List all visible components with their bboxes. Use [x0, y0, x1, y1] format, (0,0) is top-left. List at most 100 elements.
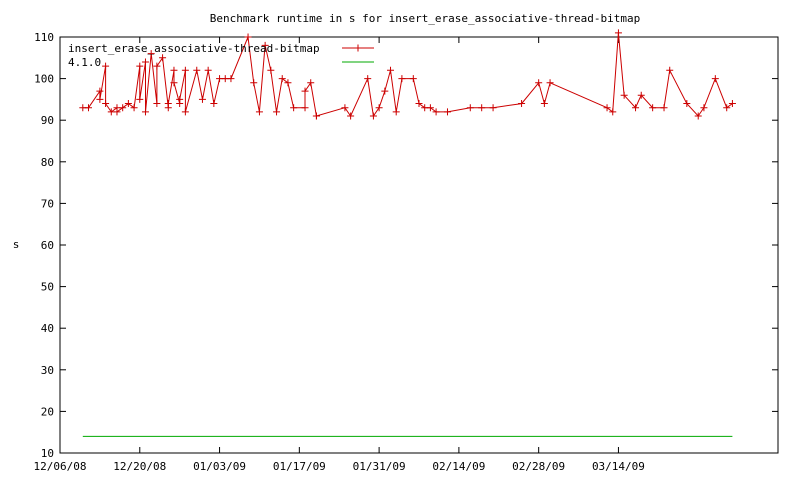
- x-tick-label: 01/31/09: [353, 460, 406, 473]
- data-point: [301, 87, 309, 95]
- data-point: [102, 100, 110, 108]
- x-tick-label: 01/03/09: [193, 460, 246, 473]
- data-point: [432, 108, 440, 116]
- data-point: [723, 104, 731, 112]
- x-tick-label: 01/17/09: [273, 460, 326, 473]
- data-point: [301, 104, 309, 112]
- data-point: [124, 100, 132, 108]
- data-point: [153, 62, 161, 70]
- data-point: [312, 112, 320, 120]
- chart-title: Benchmark runtime in s for insert_erase_…: [210, 12, 640, 25]
- y-tick-label: 70: [41, 197, 54, 210]
- x-tick-label: 02/14/09: [432, 460, 485, 473]
- x-tick-label: 12/06/08: [34, 460, 87, 473]
- data-point: [198, 95, 206, 103]
- data-point: [700, 104, 708, 112]
- data-point: [102, 62, 110, 70]
- data-point: [518, 100, 526, 108]
- data-point: [204, 66, 212, 74]
- data-point: [632, 104, 640, 112]
- y-tick-label: 20: [41, 405, 54, 418]
- data-point: [398, 75, 406, 83]
- data-point: [683, 100, 691, 108]
- data-point: [614, 29, 622, 37]
- data-point: [415, 100, 423, 108]
- data-point: [84, 104, 92, 112]
- data-point: [620, 91, 628, 99]
- data-point: [660, 104, 668, 112]
- series-layer: [79, 29, 736, 437]
- data-point: [96, 95, 104, 103]
- data-point: [603, 104, 611, 112]
- data-point: [387, 66, 395, 74]
- data-point: [193, 66, 201, 74]
- data-point: [273, 108, 281, 116]
- y-tick-label: 80: [41, 156, 54, 169]
- data-point: [637, 91, 645, 99]
- data-point: [181, 66, 189, 74]
- data-point: [141, 58, 149, 66]
- data-point: [244, 33, 252, 41]
- legend: insert_erase_associative-thread-bitmap4.…: [68, 42, 374, 69]
- y-tick-label: 40: [41, 322, 54, 335]
- data-point: [666, 66, 674, 74]
- data-point: [170, 66, 178, 74]
- data-point: [347, 112, 355, 120]
- data-point: [255, 108, 263, 116]
- data-point: [261, 41, 269, 49]
- data-point: [164, 100, 172, 108]
- data-point: [136, 95, 144, 103]
- data-point: [546, 79, 554, 87]
- legend-label: insert_erase_associative-thread-bitmap: [68, 42, 320, 55]
- data-point: [267, 66, 275, 74]
- data-point: [250, 79, 258, 87]
- y-tick-label: 100: [34, 73, 54, 86]
- y-tick-label: 90: [41, 114, 54, 127]
- data-point: [489, 104, 497, 112]
- x-tick-label: 03/14/09: [592, 460, 645, 473]
- data-point: [364, 75, 372, 83]
- data-point: [278, 75, 286, 83]
- data-point: [375, 104, 383, 112]
- data-point: [96, 87, 104, 95]
- data-point: [130, 104, 138, 112]
- data-point: [609, 108, 617, 116]
- y-tick-label: 30: [41, 364, 54, 377]
- legend-marker: [354, 44, 362, 52]
- y-tick-label: 10: [41, 447, 54, 460]
- data-point: [119, 104, 127, 112]
- data-point: [392, 108, 400, 116]
- data-point: [284, 79, 292, 87]
- data-point: [290, 104, 298, 112]
- x-axis: 12/06/08 12/20/08 01/03/09 01/17/09 01/31/09…: [34, 37, 645, 473]
- data-point: [535, 79, 543, 87]
- data-point: [443, 108, 451, 116]
- legend-label: 4.1.0: [68, 56, 101, 69]
- y-tick-label: 50: [41, 281, 54, 294]
- data-point: [141, 108, 149, 116]
- data-point: [381, 87, 389, 95]
- data-point: [409, 75, 417, 83]
- data-point: [159, 54, 167, 62]
- y-tick-label: 60: [41, 239, 54, 252]
- data-point: [181, 108, 189, 116]
- data-point: [176, 95, 184, 103]
- data-point: [136, 62, 144, 70]
- data-point: [649, 104, 657, 112]
- data-point: [694, 112, 702, 120]
- series-0: [79, 29, 736, 120]
- data-point: [153, 100, 161, 108]
- data-point: [307, 79, 315, 87]
- data-point: [369, 112, 377, 120]
- data-point: [540, 100, 548, 108]
- data-point: [426, 104, 434, 112]
- data-point: [478, 104, 486, 112]
- data-point: [147, 50, 155, 58]
- data-point: [210, 100, 218, 108]
- data-point: [466, 104, 474, 112]
- x-tick-label: 02/28/09: [512, 460, 565, 473]
- data-point: [341, 104, 349, 112]
- data-point: [711, 75, 719, 83]
